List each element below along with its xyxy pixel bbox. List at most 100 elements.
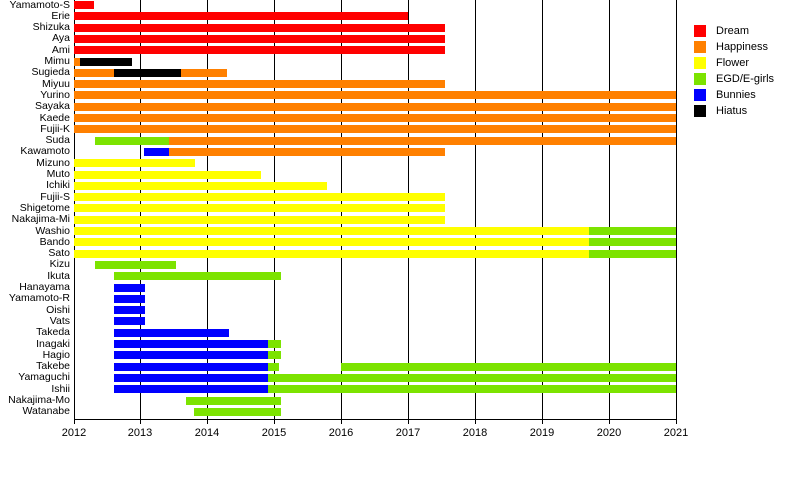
x-tick-label-2021: 2021	[663, 427, 689, 439]
timeline-bar-shizuka-0	[74, 23, 445, 32]
row-label-sugieda: Sugieda	[31, 66, 70, 79]
timeline-bar-inagaki-1	[268, 340, 281, 348]
legend-item-dream: Dream	[694, 25, 794, 37]
gridline-2021	[676, 0, 677, 419]
row-label-oishi: Oishi	[46, 303, 70, 316]
timeline-bar-yamaguchi-0	[114, 373, 268, 382]
timeline-bar-takebe-0	[114, 362, 268, 371]
timeline-bar-mimu-0	[74, 57, 80, 66]
row-label-miyuu: Miyuu	[41, 77, 70, 90]
row-label-ikuta: Ikuta	[47, 269, 70, 282]
row-label-mimu: Mimu	[44, 55, 70, 67]
timeline-bar-kawamoto-1	[169, 147, 445, 156]
x-tick-label-2012: 2012	[61, 427, 87, 439]
row-label-watanabe: Watanabe	[22, 405, 70, 418]
timeline-bar-suda-0	[95, 136, 169, 145]
row-label-nakajima-mo: Nakajima-Mo	[8, 394, 70, 406]
row-label-suda: Suda	[45, 134, 70, 147]
timeline-bar-sugieda-2	[181, 68, 227, 77]
row-label-hagio: Hagio	[42, 348, 70, 361]
timeline-bar-muto-0	[74, 170, 261, 179]
legend-label-bunnies: Bunnies	[716, 89, 756, 101]
legend-swatch-flower	[694, 57, 706, 69]
timeline-bar-sugieda-0	[74, 68, 114, 77]
x-tick-label-2019: 2019	[529, 427, 555, 439]
row-label-kaede: Kaede	[39, 111, 70, 124]
timeline-bar-inagaki-0	[114, 340, 268, 348]
row-label-takebe: Takebe	[36, 360, 70, 373]
x-axis-line	[74, 419, 677, 420]
legend-item-bunnies: Bunnies	[694, 89, 794, 101]
timeline-bar-yurino-0	[74, 91, 676, 100]
timeline-bar-yamaguchi-1	[268, 373, 676, 382]
timeline-bar-bando-1	[589, 238, 676, 247]
row-label-kawamoto: Kawamoto	[20, 145, 70, 158]
timeline-bar-miyuu-0	[74, 80, 445, 89]
row-label-ami: Ami	[51, 43, 70, 56]
timeline-bar-sayaka-0	[74, 102, 676, 111]
timeline-bar-ichiki-0	[74, 181, 327, 190]
timeline-bar-sugieda-1	[114, 68, 181, 77]
x-tick-2020	[609, 419, 610, 424]
timeline-bar-yamamoto-r-0	[114, 294, 145, 303]
timeline-bar-washio-0	[74, 227, 589, 235]
row-label-mizuno: Mizuno	[36, 156, 70, 169]
legend-label-dream: Dream	[716, 25, 750, 37]
legend-item-happiness: Happiness	[694, 41, 794, 53]
row-label-ishii: Ishii	[51, 382, 70, 395]
legend-label-hiatus: Hiatus	[716, 105, 748, 117]
legend-item-hiatus: Hiatus	[694, 105, 794, 117]
row-label-bando: Bando	[39, 235, 70, 248]
timeline-bar-fujii-k-0	[74, 125, 676, 134]
row-label-yamamoto-s: Yamamoto-S	[9, 0, 71, 11]
x-tick-label-2014: 2014	[194, 427, 220, 439]
row-label-nakajima-mi: Nakajima-Mi	[11, 213, 70, 226]
legend-swatch-bunnies	[694, 89, 706, 101]
timeline-bar-nakajima-mi-0	[74, 215, 445, 224]
legend-item-egd-e-girls: EGD/E-girls	[694, 73, 794, 85]
legend-label-happiness: Happiness	[716, 41, 768, 53]
row-label-washio: Washio	[35, 224, 70, 237]
timeline-bar-hanayama-0	[114, 283, 145, 292]
x-tick-2016	[341, 419, 342, 424]
timeline-bar-ami-0	[74, 46, 445, 55]
timeline-bar-takebe-2	[341, 362, 676, 371]
x-tick-2012	[74, 419, 75, 424]
timeline-bar-vats-0	[114, 317, 145, 326]
gridline-2018	[475, 0, 476, 419]
legend-item-flower: Flower	[694, 57, 794, 69]
row-label-yamaguchi: Yamaguchi	[18, 371, 70, 384]
row-label-shigetome: Shigetome	[19, 201, 70, 214]
row-label-muto: Muto	[46, 168, 70, 180]
legend-swatch-egd-e-girls	[694, 73, 706, 85]
x-tick-2018	[475, 419, 476, 424]
legend-label-egd-e-girls: EGD/E-girls	[716, 73, 775, 85]
x-tick-2021	[676, 419, 677, 424]
row-label-takeda: Takeda	[36, 326, 70, 339]
legend-label-flower: Flower	[716, 57, 750, 69]
timeline-bar-hagio-1	[268, 351, 281, 360]
timeline-bar-fujii-s-0	[74, 193, 445, 202]
x-tick-label-2016: 2016	[328, 427, 354, 439]
row-label-yurino: Yurino	[40, 88, 70, 101]
row-label-hanayama: Hanayama	[19, 281, 70, 293]
timeline-bar-takebe-1	[268, 362, 279, 371]
legend-swatch-happiness	[694, 41, 706, 53]
row-label-sayaka: Sayaka	[34, 100, 70, 113]
timeline-bar-sato-1	[589, 249, 676, 258]
row-label-inagaki: Inagaki	[36, 337, 70, 350]
timeline-bar-oishi-0	[114, 306, 145, 315]
gridline-2019	[542, 0, 543, 419]
x-tick-label-2020: 2020	[596, 427, 622, 439]
x-tick-label-2018: 2018	[462, 427, 488, 439]
x-tick-2017	[408, 419, 409, 424]
timeline-bar-mizuno-0	[74, 159, 195, 168]
x-tick-label-2017: 2017	[395, 427, 421, 439]
timeline-bar-bando-0	[74, 238, 589, 247]
timeline-bar-ikuta-0	[114, 272, 281, 281]
legend: Dream Happiness Flower EGD/E-girls Bunnies Hi…	[694, 25, 794, 125]
x-tick-label-2013: 2013	[127, 427, 153, 439]
row-label-fujii-s: Fujii-S	[40, 190, 70, 203]
row-label-kizu: Kizu	[49, 258, 70, 271]
